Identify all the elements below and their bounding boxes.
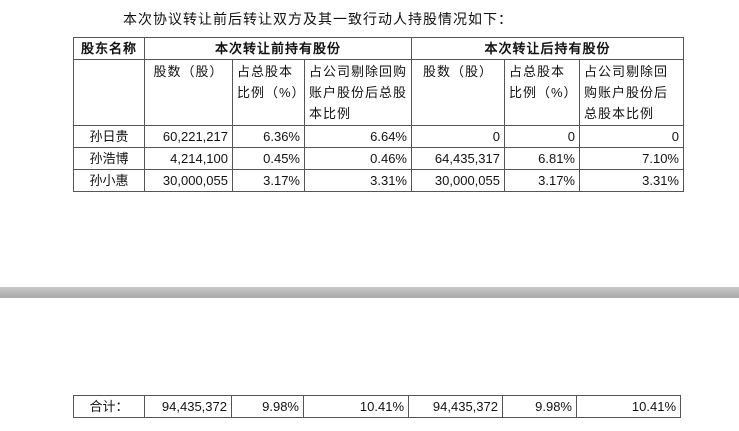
cell: 9.98% bbox=[231, 395, 304, 418]
table-row: 孙浩博 4,214,100 0.45% 0.46% 64,435,317 6.8… bbox=[73, 147, 684, 170]
cell: 30,000,055 bbox=[144, 169, 233, 192]
cell: 94,435,372 bbox=[144, 395, 232, 418]
header-shares: 股数（股） bbox=[411, 59, 505, 126]
cell: 6.81% bbox=[504, 147, 580, 170]
page-separator bbox=[0, 287, 739, 298]
cell: 3.17% bbox=[232, 169, 305, 192]
cell: 0 bbox=[411, 125, 505, 148]
cell: 6.36% bbox=[232, 125, 305, 148]
total-row: 合计： 94,435,372 9.98% 10.41% 94,435,372 9… bbox=[73, 395, 681, 418]
cell: 0 bbox=[579, 125, 684, 148]
total-table: 合计： 94,435,372 9.98% 10.41% 94,435,372 9… bbox=[73, 395, 681, 418]
cell-name: 孙日贵 bbox=[73, 125, 145, 148]
header-ratio-ex: 占公司剔除回购账户股份后总股本比例 bbox=[304, 59, 412, 126]
cell: 10.41% bbox=[576, 395, 681, 418]
total-label: 合计： bbox=[73, 395, 145, 418]
cell: 30,000,055 bbox=[411, 169, 505, 192]
section-intro: 本次协议转让前后转让双方及其一致行动人持股情况如下： bbox=[123, 11, 513, 27]
cell: 9.98% bbox=[502, 395, 577, 418]
cell: 0 bbox=[504, 125, 580, 148]
cell: 64,435,317 bbox=[411, 147, 505, 170]
cell-name: 孙浩博 bbox=[73, 147, 145, 170]
table-row: 孙日贵 60,221,217 6.36% 6.64% 0 0 0 bbox=[73, 125, 684, 148]
cell: 10.41% bbox=[303, 395, 409, 418]
cell: 3.31% bbox=[579, 169, 684, 192]
table-row: 孙小惠 30,000,055 3.17% 3.31% 30,000,055 3.… bbox=[73, 169, 684, 192]
cell: 60,221,217 bbox=[144, 125, 233, 148]
cell: 3.31% bbox=[304, 169, 412, 192]
cell: 7.10% bbox=[579, 147, 684, 170]
header-shares: 股数（股） bbox=[144, 59, 233, 126]
cell: 3.17% bbox=[504, 169, 580, 192]
header-after: 本次转让后持有股份 bbox=[411, 37, 684, 60]
header-ratio: 占总股本比例（%） bbox=[504, 59, 580, 126]
cell: 6.64% bbox=[304, 125, 412, 148]
cell: 94,435,372 bbox=[408, 395, 503, 418]
empty-cell bbox=[73, 59, 145, 126]
shareholding-table: 股东名称 本次转让前持有股份 本次转让后持有股份 股数（股） 占总股本比例（%）… bbox=[73, 37, 684, 192]
cell-name: 孙小惠 bbox=[73, 169, 145, 192]
cell: 0.46% bbox=[304, 147, 412, 170]
header-name: 股东名称 bbox=[73, 37, 145, 60]
cell: 4,214,100 bbox=[144, 147, 233, 170]
header-before: 本次转让前持有股份 bbox=[144, 37, 412, 60]
header-ratio: 占总股本比例（%） bbox=[232, 59, 305, 126]
header-ratio-ex: 占公司剔除回购账户股份后总股本比例 bbox=[579, 59, 684, 126]
cell: 0.45% bbox=[232, 147, 305, 170]
